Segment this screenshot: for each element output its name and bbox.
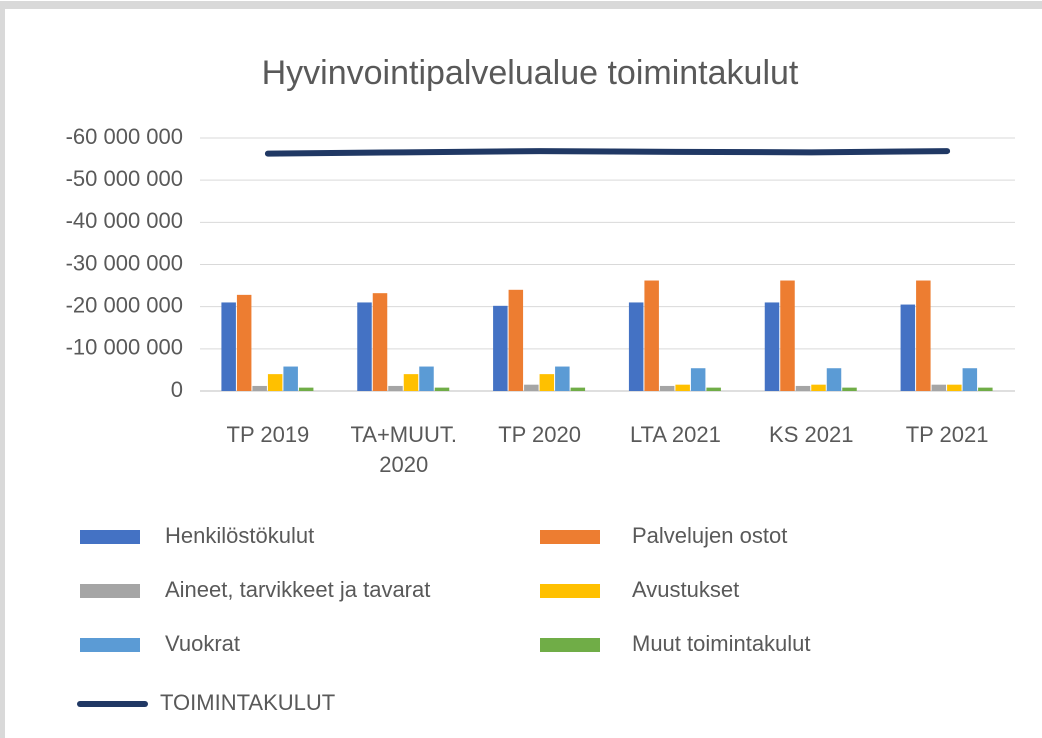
- bar: [236, 294, 252, 391]
- legend-label: Henkilöstökulut: [165, 523, 314, 548]
- x-tick-label: TA+MUUT. 2020: [350, 422, 458, 477]
- line-series: [264, 148, 951, 157]
- y-tick-label: -20 000 000: [66, 292, 183, 317]
- bar: [524, 384, 539, 391]
- y-tick-label: -10 000 000: [66, 335, 183, 360]
- bar: [539, 374, 555, 391]
- legend-label: Aineet, tarvikkeet ja tavarat: [165, 577, 430, 602]
- legend-label: TOIMINTAKULUT: [160, 690, 335, 715]
- bar: [811, 384, 826, 391]
- bar: [916, 280, 931, 391]
- bar: [283, 366, 298, 391]
- bar: [628, 302, 644, 391]
- bar: [508, 289, 524, 391]
- legend-swatch: [80, 530, 140, 544]
- bar: [252, 385, 267, 391]
- bar: [419, 366, 434, 391]
- bar: [764, 302, 780, 391]
- bar: [357, 302, 372, 391]
- legend-label: Muut toimintakulut: [632, 631, 811, 656]
- bar: [570, 387, 586, 391]
- bar: [644, 280, 659, 391]
- bar: [978, 387, 993, 391]
- bar: [675, 384, 690, 391]
- bar: [555, 366, 570, 391]
- bar: [403, 374, 419, 391]
- x-tick-label: TP 2021: [905, 422, 989, 447]
- y-tick-label: -40 000 000: [66, 208, 183, 233]
- bar: [493, 305, 508, 391]
- bar: [690, 368, 706, 391]
- legend-swatch: [540, 584, 600, 598]
- bar: [931, 384, 947, 391]
- legend-label: Vuokrat: [165, 631, 240, 656]
- bar: [842, 387, 857, 391]
- bar: [659, 385, 675, 391]
- legend-swatch: [80, 638, 140, 652]
- bar: [388, 385, 403, 391]
- legend-label: Avustukset: [632, 577, 739, 602]
- bar: [298, 387, 314, 391]
- bar: [706, 387, 721, 391]
- x-tick-label: TP 2019: [226, 422, 310, 447]
- y-tick-label: -60 000 000: [66, 124, 183, 149]
- bar: [221, 302, 236, 391]
- bar: [267, 374, 283, 391]
- legend-swatch: [540, 638, 600, 652]
- bar: [795, 385, 811, 391]
- bar: [962, 368, 978, 391]
- legend-swatch: [540, 530, 600, 544]
- bar: [826, 368, 842, 391]
- chart-title: Hyvinvointipalvelualue toimintakulut: [262, 54, 799, 92]
- x-tick-label: TP 2020: [498, 422, 581, 447]
- bar: [372, 293, 388, 391]
- y-tick-label: -50 000 000: [66, 166, 183, 191]
- bar: [780, 280, 795, 391]
- y-tick-label: 0: [171, 377, 183, 402]
- x-tick-label: LTA 2021: [629, 422, 721, 447]
- bar: [900, 304, 916, 391]
- legend-swatch: [80, 584, 140, 598]
- x-tick-label: KS 2021: [769, 422, 854, 447]
- y-tick-label: -30 000 000: [66, 250, 183, 275]
- bar: [434, 387, 450, 391]
- bar: [947, 384, 962, 391]
- legend-label: Palvelujen ostot: [632, 523, 787, 548]
